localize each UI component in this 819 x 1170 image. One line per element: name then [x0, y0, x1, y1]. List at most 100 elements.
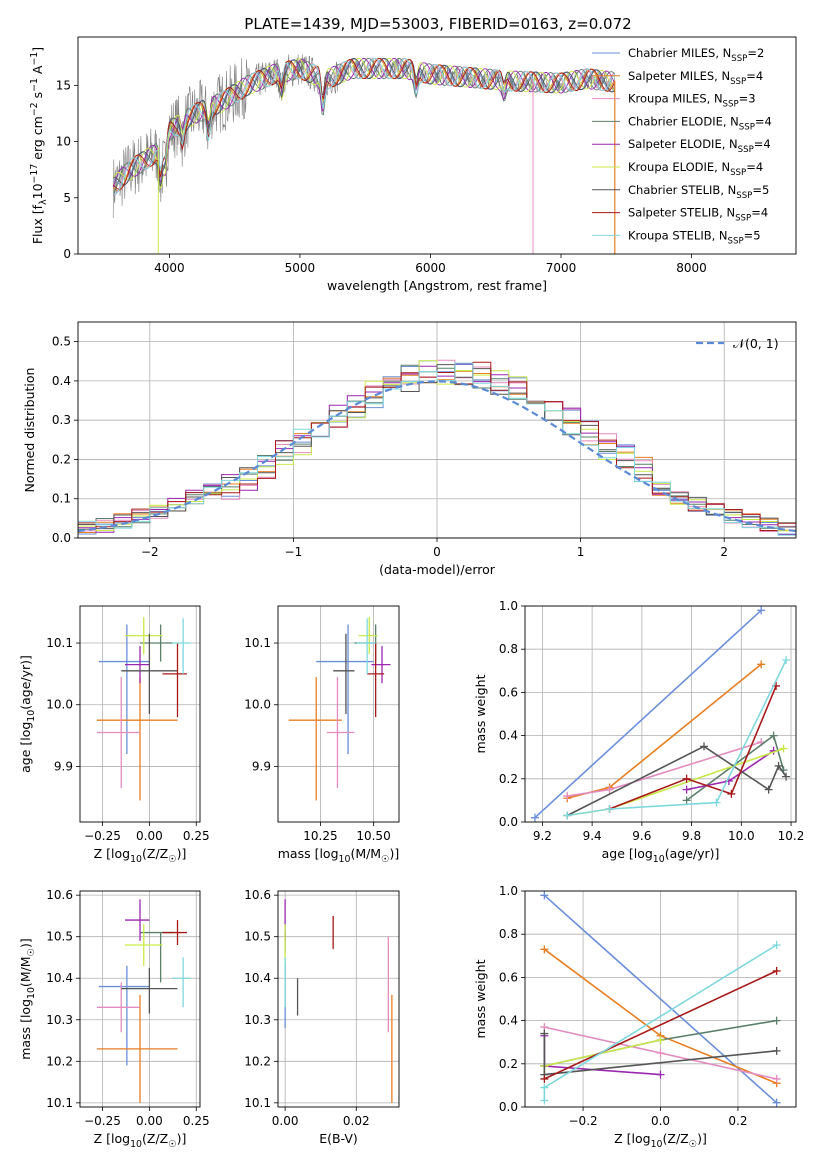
- y-tick-label: 0.4: [499, 1014, 518, 1028]
- observed-spectrum: [112, 54, 615, 219]
- panel-mass-vs-Z: −0.25 0.00 0.25 10.1 10.2 10.3 10.4 10.5 10.6 Z […: [18, 888, 210, 1150]
- y-tick-label: 9.9: [252, 759, 271, 773]
- weight-marker: [682, 796, 691, 805]
- x-tick-label: 9.4: [583, 829, 602, 843]
- x-tick-label: 0.0: [651, 1114, 670, 1128]
- x-tick-label: 10.2: [778, 829, 805, 843]
- gaussian-curve: [78, 380, 796, 533]
- panel-weight-vs-age: 9.2 9.4 9.6 9.8 10.0 10.2 0.0 0.2 0.4 0.6 0.8 1.0 ag…: [473, 599, 804, 865]
- x-tick-label: −0.25: [84, 1114, 121, 1128]
- legend-entry: Chabrier MILES, NSSP=2: [628, 46, 764, 64]
- residual-histogram: [78, 362, 796, 537]
- x-tick-label: 0.00: [136, 829, 163, 843]
- weight-marker: [540, 945, 549, 954]
- axes-frame: [277, 890, 400, 1108]
- weight-marker: [727, 789, 736, 798]
- x-axis-label: mass [log10(M/M☉)]: [278, 846, 400, 865]
- panel-residuals: −2 −1 0 1 2 0.0 0.1 0.2 0.3 0.4 0.5 (data-model)/er…: [22, 321, 797, 577]
- weight-marker: [772, 1016, 781, 1025]
- weight-marker: [682, 774, 691, 783]
- y-tick-label: 0.8: [499, 927, 518, 941]
- plot-area: [278, 606, 399, 822]
- y-tick-label: 10.6: [46, 888, 73, 902]
- y-tick-label: 10.4: [244, 971, 271, 985]
- weight-marker: [540, 1029, 549, 1038]
- y-tick-label: 0.0: [52, 531, 71, 545]
- y-tick-label: 10.1: [46, 636, 73, 650]
- x-tick-label: −2: [141, 545, 159, 559]
- weight-marker: [772, 1098, 781, 1107]
- weight-marker: [530, 813, 539, 822]
- y-tick-label: 0.6: [499, 685, 518, 699]
- x-tick-label: 7000: [546, 261, 577, 275]
- x-tick-label: −0.25: [84, 829, 121, 843]
- y-tick-label: 10.5: [46, 930, 73, 944]
- legend-entry: Salpeter STELIB, NSSP=4: [628, 206, 768, 224]
- axes-frame: [79, 890, 201, 1108]
- x-axis-label: age [log10(age/yr)]: [602, 846, 720, 865]
- panel-age-vs-Z: −0.25 0.00 0.25 9.9 10.0 10.1 Z [log10(Z/Z☉)] a…: [18, 605, 210, 865]
- y-tick-label: 0.2: [52, 452, 71, 466]
- weight-marker: [605, 805, 614, 814]
- x-tick-label: 9.2: [533, 829, 552, 843]
- y-tick-label: 10.1: [46, 1096, 73, 1110]
- y-tick-label: 0.2: [499, 772, 518, 786]
- weight-marker: [656, 1049, 665, 1057]
- weight-marker: [774, 761, 783, 770]
- x-tick-label: 4000: [154, 261, 185, 275]
- y-tick-label: 10: [56, 135, 71, 149]
- weight-marker: [700, 742, 709, 751]
- weight-marker: [540, 1096, 549, 1105]
- model-line: [113, 57, 615, 195]
- x-tick-label: 8000: [676, 261, 707, 275]
- figure-title: PLATE=1439, MJD=53003, FIBERID=0163, z=0…: [244, 15, 631, 33]
- x-tick-label: 9.6: [632, 829, 651, 843]
- y-axis-label: age [log10(age/yr)]: [18, 655, 37, 773]
- weight-marker: [656, 1036, 665, 1045]
- plot-marks: [540, 891, 781, 1107]
- y-tick-label: 10.5: [244, 930, 271, 944]
- legend-entry: Chabrier ELODIE, NSSP=4: [628, 114, 772, 132]
- legend-entry: Chabrier STELIB, NSSP=5: [628, 183, 769, 201]
- panel-age-vs-mass: 10.25 10.50 9.9 10.0 10.1 mass [log10(M/M☉)]: [244, 605, 400, 865]
- x-tick-label: 2: [720, 545, 728, 559]
- y-tick-label: 1.0: [499, 884, 518, 898]
- x-tick-label: 10.0: [728, 829, 755, 843]
- panel-spectrum: 4000 5000 6000 7000 8000 0 5 10 15 wavelength [An…: [29, 36, 797, 293]
- panel-mass-vs-EBV: 0.00 0.02 10.1 10.2 10.3 10.4 10.5 10.6 E(B-V): [244, 888, 400, 1146]
- axes-frame: [277, 605, 400, 823]
- x-tick-label: 10.25: [303, 829, 337, 843]
- y-tick-label: 0.8: [499, 642, 518, 656]
- y-tick-label: 0.4: [52, 374, 71, 388]
- legend-entry: Salpeter ELODIE, NSSP=4: [628, 137, 771, 155]
- y-tick-label: 0.3: [52, 413, 71, 427]
- weight-marker: [656, 1070, 665, 1079]
- y-tick-label: 0.6: [499, 970, 518, 984]
- y-tick-label: 0.4: [499, 729, 518, 743]
- weight-line: [544, 1039, 661, 1067]
- weight-marker: [772, 1074, 781, 1083]
- weight-marker: [782, 656, 791, 664]
- x-tick-label: 0: [433, 545, 441, 559]
- y-tick-label: 15: [56, 78, 71, 92]
- x-tick-label: 0.00: [136, 1114, 163, 1128]
- x-axis-label: E(B-V): [319, 1131, 358, 1146]
- y-tick-label: 9.9: [54, 759, 73, 773]
- weight-marker: [540, 891, 549, 900]
- y-tick-label: 10.3: [244, 1013, 271, 1027]
- y-axis-label: Flux [fλ10−17 erg cm−2 s−1 A−1]: [29, 47, 49, 244]
- model-line: [112, 57, 615, 190]
- weight-marker: [757, 660, 766, 669]
- x-tick-label: 0.25: [183, 1114, 210, 1128]
- y-tick-label: 10.4: [46, 971, 73, 985]
- y-tick-label: 10.2: [46, 1054, 73, 1068]
- y-tick-label: 0.0: [499, 815, 518, 829]
- y-tick-label: 10.1: [244, 1096, 271, 1110]
- x-tick-label: 0.02: [343, 1114, 370, 1128]
- y-tick-label: 10.1: [244, 636, 271, 650]
- legend-entry: Kroupa STELIB, NSSP=5: [628, 228, 761, 246]
- x-tick-label: 0.25: [183, 829, 210, 843]
- weight-line: [609, 685, 777, 810]
- y-axis-label: mass weight: [473, 959, 488, 1038]
